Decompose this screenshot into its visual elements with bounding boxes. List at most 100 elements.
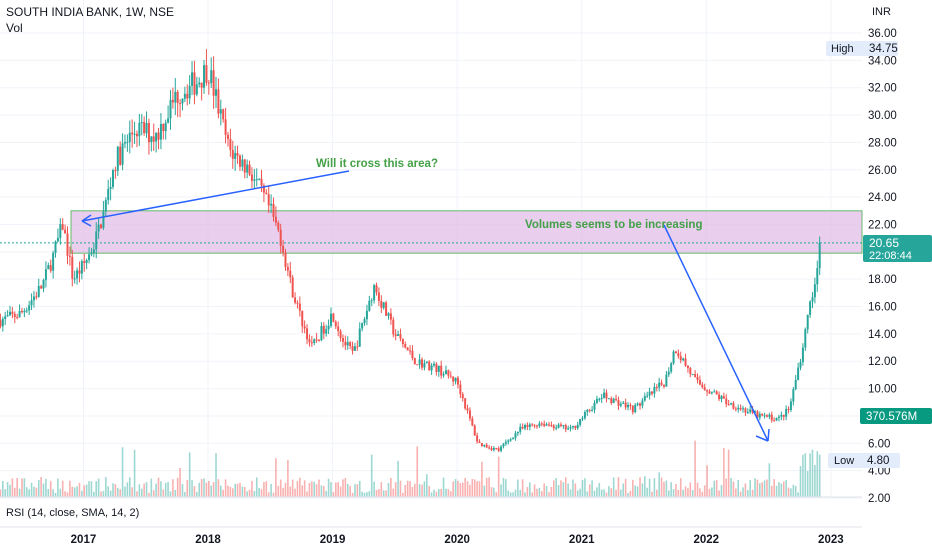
- candle-body: [387, 313, 390, 316]
- candle-body: [425, 361, 428, 364]
- volume-bar: [155, 483, 157, 497]
- volume-bar: [658, 472, 660, 497]
- candle-body: [365, 310, 368, 320]
- candlesticks: [0, 49, 821, 453]
- volume-bar: [622, 483, 625, 497]
- candle-body: [210, 70, 213, 84]
- volume-bar: [514, 489, 517, 497]
- candle-body: [90, 253, 93, 255]
- volume-bar: [105, 477, 107, 497]
- volume-bar: [277, 485, 280, 497]
- candle-body: [799, 362, 802, 368]
- candle-body: [8, 311, 11, 316]
- candle-body: [411, 350, 414, 359]
- candle-body: [279, 229, 282, 246]
- volume-arrow-shaft: [663, 224, 769, 442]
- volume-bar: [85, 484, 88, 497]
- volume-bar: [4, 489, 7, 497]
- volume-bar: [636, 486, 639, 497]
- candle-body: [334, 321, 337, 327]
- candle-body: [109, 186, 112, 189]
- volume-bar: [205, 482, 208, 497]
- candle-body: [217, 89, 220, 114]
- candle-body: [754, 411, 757, 413]
- candle-body: [114, 170, 117, 172]
- candle-body: [226, 134, 229, 139]
- volume-bar: [301, 485, 304, 497]
- candle-body: [92, 249, 95, 254]
- candle-body: [181, 98, 184, 104]
- candle-body: [255, 179, 258, 181]
- candle-body: [286, 267, 289, 271]
- volume-bar: [615, 489, 617, 497]
- candle-body: [732, 403, 735, 409]
- volume-bar: [644, 476, 646, 497]
- candle-body: [380, 300, 383, 308]
- candle-body: [615, 398, 618, 400]
- volume-bar: [524, 492, 526, 497]
- candle-body: [674, 351, 677, 354]
- volume-bar: [605, 492, 608, 497]
- candle-body: [739, 407, 742, 410]
- candle-body: [337, 326, 340, 332]
- candle-body: [44, 269, 47, 280]
- volume-bar: [363, 492, 366, 497]
- volume-bar: [433, 489, 435, 497]
- candle-body: [631, 405, 634, 413]
- candle-body: [222, 109, 225, 120]
- candle-body: [325, 329, 328, 334]
- volume-bar: [296, 480, 299, 497]
- volume-bar: [251, 480, 253, 497]
- candle-body: [684, 358, 687, 366]
- volume-bar: [186, 480, 189, 497]
- candle-body: [351, 346, 354, 351]
- candle-body: [473, 425, 476, 436]
- candle-body: [95, 231, 98, 250]
- rsi-indicator-label[interactable]: RSI (14, close, SMA, 14, 2): [6, 507, 140, 519]
- volume-bar: [21, 478, 23, 497]
- volume-bar: [552, 480, 555, 497]
- volume-bar: [426, 474, 428, 497]
- volume-bar: [715, 480, 718, 497]
- candle-body: [320, 326, 323, 341]
- candle-body: [329, 313, 332, 326]
- volume-bar: [119, 489, 121, 497]
- volume-bar: [804, 453, 807, 497]
- volume-bar: [703, 485, 706, 497]
- volume-bar: [794, 485, 797, 497]
- volume-bar: [181, 484, 184, 497]
- candle-body: [123, 142, 126, 144]
- volume-bar: [385, 490, 387, 497]
- candle-body: [135, 133, 138, 137]
- candle-body: [655, 386, 658, 388]
- candle-body: [236, 153, 239, 156]
- volume-bar: [361, 491, 363, 497]
- candle-body: [485, 444, 488, 448]
- candle-body: [54, 241, 57, 254]
- candle-body: [174, 91, 177, 103]
- volume-bar: [435, 491, 438, 497]
- volume-bar: [145, 482, 148, 497]
- volume-bar: [660, 477, 663, 497]
- candle-body: [0, 320, 2, 327]
- candle-body: [375, 285, 378, 293]
- candle-body: [804, 329, 807, 348]
- volume-bar: [699, 488, 701, 497]
- candle-body: [265, 192, 268, 195]
- volume-bar: [284, 482, 287, 497]
- candle-body: [536, 425, 539, 427]
- volume-bar: [754, 478, 756, 497]
- volume-bar: [138, 484, 141, 497]
- low-badge: [828, 453, 900, 468]
- chart-title: SOUTH INDIA BANK, 1W, NSE: [6, 5, 175, 19]
- volume-bar: [368, 491, 371, 497]
- volume-bar: [267, 492, 270, 497]
- candle-body: [289, 270, 292, 278]
- volume-bar: [179, 468, 181, 497]
- candle-body: [765, 415, 768, 417]
- volume-bar: [112, 483, 114, 497]
- volume-bar: [174, 489, 177, 497]
- volume-bar: [253, 491, 256, 497]
- volume-bar: [806, 471, 809, 497]
